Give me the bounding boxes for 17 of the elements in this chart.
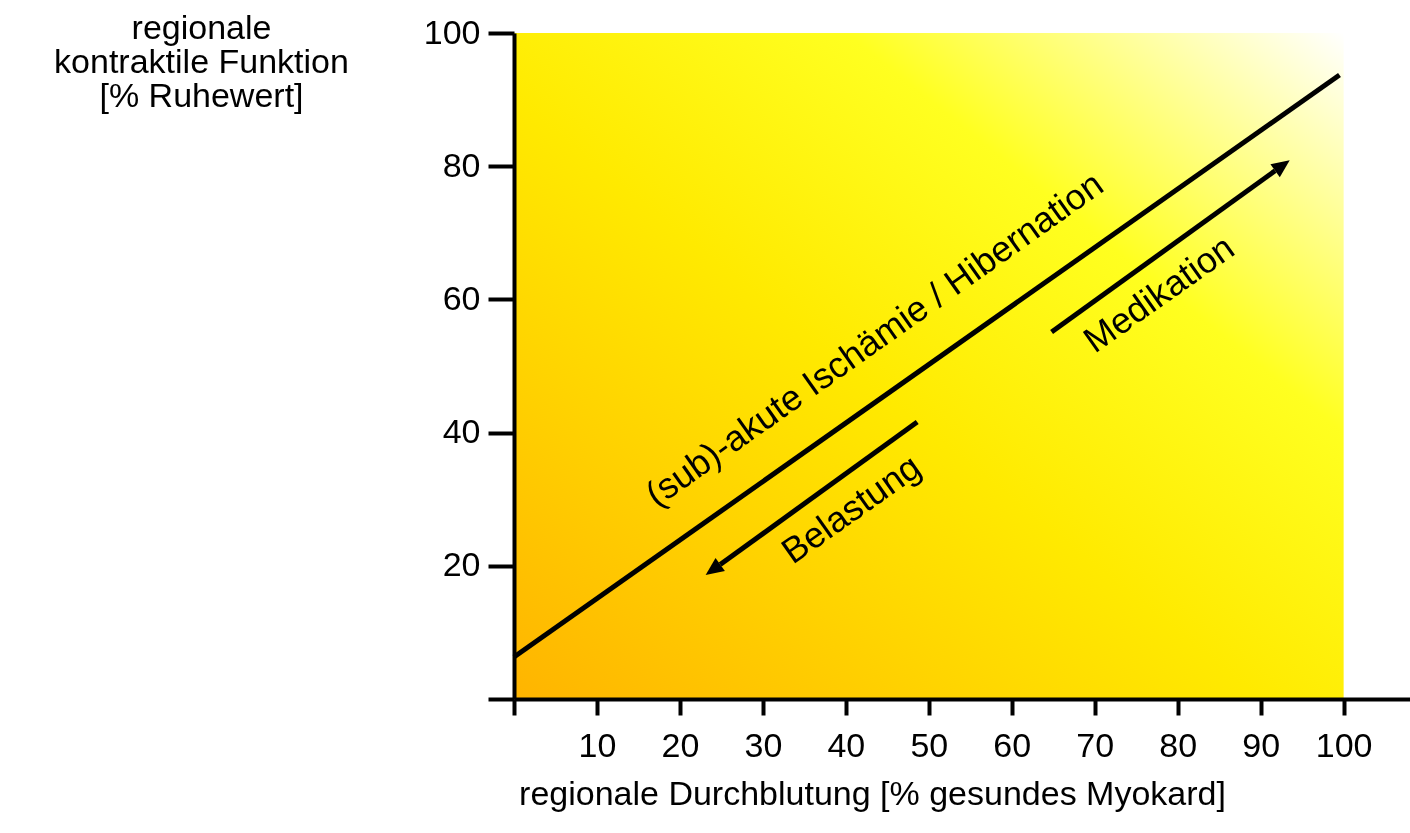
y-tick-label: 60 <box>442 278 481 317</box>
x-tick-label: 40 <box>827 725 866 764</box>
x-tick-label: 100 <box>1315 725 1373 764</box>
x-tick-label: 60 <box>993 725 1032 764</box>
x-axis-title: regionale Durchblutung [% gesundes Myokard] <box>519 773 1226 812</box>
x-tick-label: 80 <box>1159 725 1198 764</box>
x-tick-label: 20 <box>661 725 700 764</box>
x-tick-label: 90 <box>1242 725 1281 764</box>
y-tick-label: 80 <box>442 145 481 184</box>
x-tick-label: 70 <box>1076 725 1115 764</box>
y-axis-title: regionale kontraktile Funktion [% Ruhewert] <box>54 7 349 114</box>
y-tick-label: 20 <box>442 545 481 584</box>
y-tick-label: 40 <box>442 412 481 451</box>
x-tick-label: 30 <box>744 725 783 764</box>
x-tick-label: 50 <box>910 725 949 764</box>
x-tick-label: 10 <box>578 725 617 764</box>
y-tick-label: 100 <box>423 12 481 51</box>
